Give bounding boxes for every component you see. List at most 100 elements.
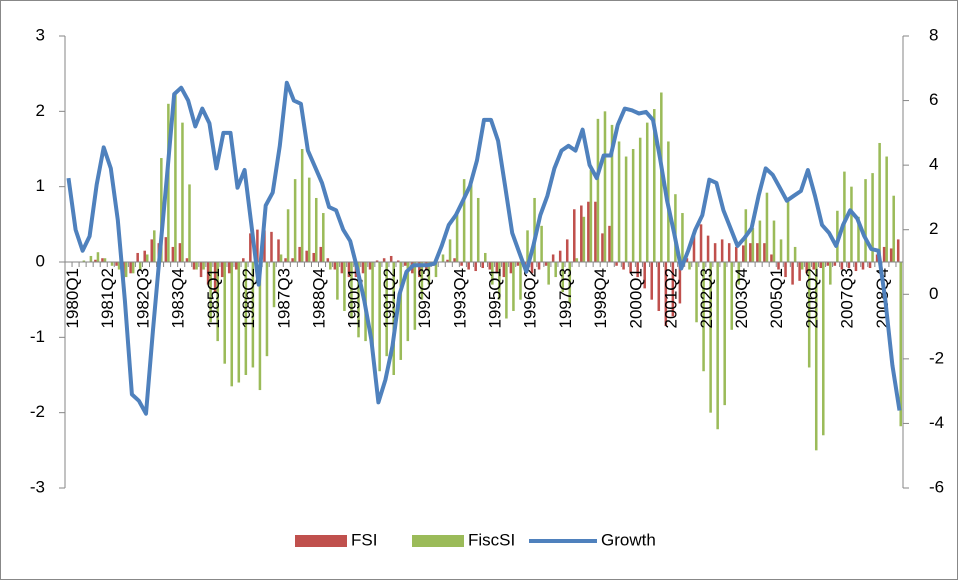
x-tick-label: 2003Q4	[732, 268, 751, 329]
bar	[840, 262, 844, 270]
bar	[765, 192, 769, 262]
bar	[209, 262, 212, 323]
bar	[608, 225, 611, 262]
x-tick-label: 2006Q2	[802, 268, 821, 329]
x-tick-label: 1987Q3	[274, 268, 293, 329]
bar	[195, 262, 198, 270]
bar	[117, 262, 121, 270]
bar	[519, 262, 522, 300]
bar	[751, 228, 755, 262]
bar	[589, 170, 593, 262]
bar	[284, 258, 287, 262]
bar	[329, 262, 332, 270]
bar	[392, 262, 395, 375]
bar	[181, 122, 184, 262]
bar	[770, 254, 773, 262]
bar	[540, 225, 543, 262]
bar	[742, 245, 745, 262]
y-tick-label: 3	[36, 25, 45, 44]
bar	[491, 262, 494, 285]
bar	[484, 252, 487, 262]
bar	[582, 216, 586, 262]
bar	[734, 246, 738, 262]
bar	[293, 179, 297, 262]
bar	[558, 250, 562, 262]
bar	[829, 262, 832, 285]
bar	[326, 258, 330, 262]
bar	[136, 252, 139, 262]
y-tick-label: 1	[36, 176, 45, 195]
bar	[244, 262, 248, 375]
bar	[263, 230, 266, 262]
x-tick-label: 2007Q3	[838, 268, 857, 329]
bar	[826, 262, 830, 266]
bar	[716, 262, 719, 430]
x-tick-label: 1982Q3	[133, 268, 152, 329]
bar	[664, 262, 668, 327]
bar	[322, 213, 325, 262]
bar	[807, 262, 811, 368]
bar	[899, 262, 903, 427]
bar	[462, 179, 466, 262]
y2-tick-label: -4	[929, 413, 944, 432]
x-tick-label: 2000Q1	[626, 268, 645, 329]
bar	[798, 262, 801, 281]
bar	[455, 213, 459, 262]
bar	[399, 262, 403, 360]
bar	[645, 122, 649, 262]
bar	[448, 239, 452, 262]
bar	[601, 233, 604, 262]
bar	[265, 262, 269, 357]
bar	[375, 260, 379, 262]
bar	[554, 262, 557, 278]
x-tick-label: 2001Q2	[662, 268, 681, 329]
bar	[404, 262, 407, 266]
bar	[319, 246, 323, 262]
y-tick-label: 2	[36, 101, 45, 120]
bar	[286, 209, 290, 262]
x-tick-label: 1983Q4	[169, 268, 188, 329]
y-tick-label: -2	[30, 402, 45, 421]
bar	[300, 149, 304, 262]
bar	[413, 262, 417, 330]
bar	[495, 262, 499, 274]
x-tick-label: 1998Q4	[591, 268, 610, 329]
bar	[814, 262, 818, 451]
bar	[805, 262, 808, 274]
bar	[249, 233, 252, 262]
bar	[516, 262, 520, 266]
bar	[213, 262, 217, 293]
legend-label: FiscSI	[468, 530, 515, 549]
bar	[674, 194, 677, 262]
bar	[312, 252, 315, 262]
bar	[791, 262, 794, 285]
bar	[227, 262, 231, 274]
bar	[871, 173, 874, 262]
y2-tick-label: 6	[929, 90, 938, 109]
bar	[234, 262, 238, 270]
bar	[695, 262, 698, 323]
bar	[875, 254, 879, 262]
bar	[272, 262, 276, 308]
y2-tick-label: 0	[929, 284, 938, 303]
bar	[713, 243, 717, 262]
bar	[723, 262, 726, 406]
bar	[378, 262, 381, 372]
bar	[843, 171, 846, 262]
bar	[631, 149, 635, 262]
bar	[420, 262, 424, 300]
bar	[706, 235, 710, 262]
bar	[242, 258, 245, 262]
bar	[617, 141, 621, 262]
bar	[850, 186, 853, 262]
bar	[636, 262, 639, 278]
bar	[178, 243, 182, 262]
bar	[488, 262, 492, 270]
bar	[223, 262, 226, 364]
bar	[854, 262, 858, 272]
bar	[361, 262, 365, 274]
bar	[427, 262, 431, 285]
y-tick-label: -1	[30, 327, 45, 346]
bar	[206, 262, 210, 285]
